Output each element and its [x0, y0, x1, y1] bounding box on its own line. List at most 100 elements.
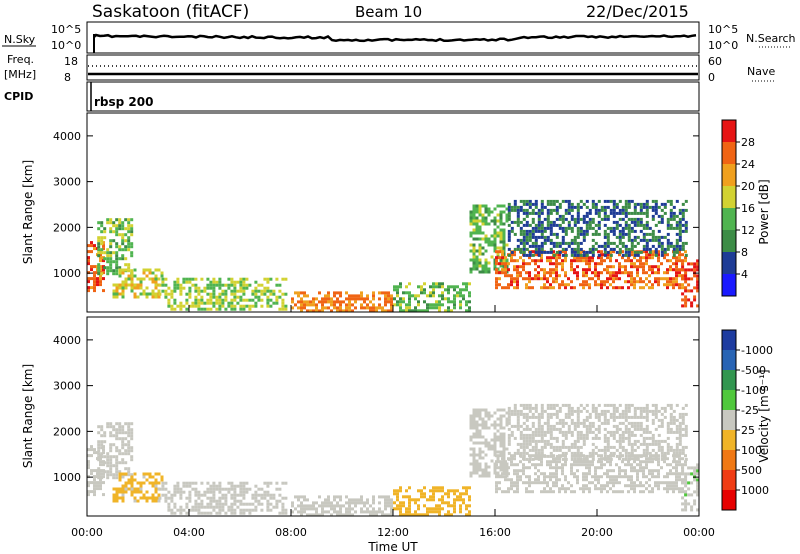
data-cell-velocity-8	[546, 415, 550, 419]
data-cell-velocity-8	[537, 433, 541, 437]
data-cell-velocity-5	[453, 492, 456, 496]
data-cell-power-8	[516, 223, 520, 227]
data-cell-power-1	[103, 251, 107, 255]
data-cell-velocity-3	[179, 496, 183, 500]
data-cell-power-8	[549, 238, 553, 242]
data-cell-power-7	[510, 280, 513, 284]
data-cell-velocity-3	[269, 508, 273, 512]
data-cell-velocity-0	[87, 460, 90, 464]
data-cell-velocity-3	[158, 496, 162, 500]
data-cell-power-7	[495, 286, 498, 290]
data-cell-velocity-7	[666, 484, 669, 488]
data-cell-power-8	[612, 226, 616, 230]
data-cell-power-1	[100, 224, 104, 228]
data-cell-velocity-8	[585, 457, 589, 461]
data-cell-power-4	[363, 306, 366, 310]
data-cell-power-1	[121, 257, 125, 261]
data-cell-velocity-8	[528, 439, 532, 443]
data-cell-power-8	[525, 208, 529, 212]
data-cell-velocity-3	[200, 502, 204, 506]
data-cell-power-1	[124, 218, 128, 222]
data-cell-power-3	[260, 292, 264, 296]
data-cell-velocity-6	[481, 423, 485, 427]
data-cell-velocity-7	[645, 475, 648, 479]
data-cell-power-8	[639, 217, 643, 221]
data-cell-velocity-8	[522, 415, 526, 419]
data-cell-velocity-8	[642, 406, 646, 410]
data-cell-velocity-7	[630, 466, 633, 470]
data-cell-velocity-3	[218, 505, 222, 509]
data-cell-power-8	[681, 217, 685, 221]
data-cell-velocity-6	[481, 474, 485, 478]
data-cell-velocity-8	[576, 412, 580, 416]
data-cell-power-8	[507, 229, 511, 233]
data-cell-power-6	[475, 249, 479, 253]
data-cell-velocity-6	[484, 438, 488, 442]
nsky-tick-top: 10^5	[51, 23, 81, 36]
data-cell-velocity-4	[330, 507, 333, 511]
data-cell-power-7	[651, 256, 654, 260]
data-cell-velocity-8	[519, 442, 523, 446]
data-cell-velocity-7	[678, 472, 681, 476]
data-cell-velocity-4	[333, 495, 336, 499]
data-cell-power-4	[327, 300, 330, 304]
data-cell-velocity-8	[645, 412, 649, 416]
data-cell-velocity-7	[648, 472, 651, 476]
data-cell-velocity-5	[414, 513, 417, 517]
data-cell-power-7	[516, 268, 519, 272]
data-cell-velocity-8	[507, 406, 511, 410]
data-cell-power-8	[537, 247, 541, 251]
data-cell-power-1	[115, 260, 119, 264]
data-cell-velocity-8	[606, 418, 610, 422]
data-cell-power-7	[567, 283, 570, 287]
data-cell-power-8	[594, 202, 598, 206]
data-cell-power-8	[672, 205, 676, 209]
data-cell-power-7	[558, 262, 561, 266]
data-cell-velocity-3	[200, 493, 204, 497]
data-cell-velocity-8	[522, 427, 526, 431]
data-cell-power-8	[525, 229, 529, 233]
data-cell-power-3	[260, 304, 264, 308]
data-cell-velocity-5	[402, 501, 405, 505]
data-cell-velocity-8	[531, 457, 535, 461]
data-cell-velocity-8	[519, 430, 523, 434]
data-cell-velocity-9	[690, 472, 694, 476]
data-cell-power-3	[161, 283, 165, 287]
data-cell-velocity-5	[408, 504, 411, 508]
data-cell-power-7	[675, 280, 678, 284]
data-cell-velocity-2	[157, 472, 161, 476]
data-cell-power-8	[681, 244, 685, 248]
data-cell-power-4	[354, 300, 357, 304]
data-cell-power-2	[157, 268, 161, 272]
data-cell-velocity-6	[484, 474, 488, 478]
data-cell-velocity-7	[507, 490, 510, 494]
data-cell-velocity-2	[118, 487, 122, 491]
data-cell-power-7	[669, 265, 672, 269]
data-cell-power-3	[209, 280, 213, 284]
data-cell-velocity-1	[115, 467, 119, 471]
data-cell-power-0	[93, 271, 96, 275]
data-cell-velocity-8	[522, 436, 526, 440]
data-cell-power-3	[269, 304, 273, 308]
data-cell-velocity-8	[519, 424, 523, 428]
data-cell-velocity-3	[281, 481, 285, 485]
data-cell-power-7	[588, 265, 591, 269]
data-cell-power-8	[537, 223, 541, 227]
data-cell-velocity-7	[672, 490, 675, 494]
data-cell-power-3	[230, 289, 234, 293]
data-cell-velocity-7	[615, 475, 618, 479]
data-cell-velocity-9	[684, 508, 688, 512]
data-cell-velocity-7	[504, 478, 507, 482]
data-cell-velocity-8	[582, 457, 586, 461]
data-cell-velocity-8	[666, 403, 670, 407]
data-cell-velocity-8	[621, 457, 625, 461]
data-cell-power-3	[245, 298, 249, 302]
data-cell-velocity-8	[540, 430, 544, 434]
data-cell-velocity-2	[136, 481, 140, 485]
data-cell-power-6	[490, 210, 494, 214]
data-cell-velocity-1	[103, 470, 107, 474]
data-cell-velocity-4	[336, 504, 339, 508]
data-cell-velocity-8	[522, 445, 526, 449]
data-cell-velocity-3	[251, 493, 255, 497]
data-cell-power-8	[579, 247, 583, 251]
